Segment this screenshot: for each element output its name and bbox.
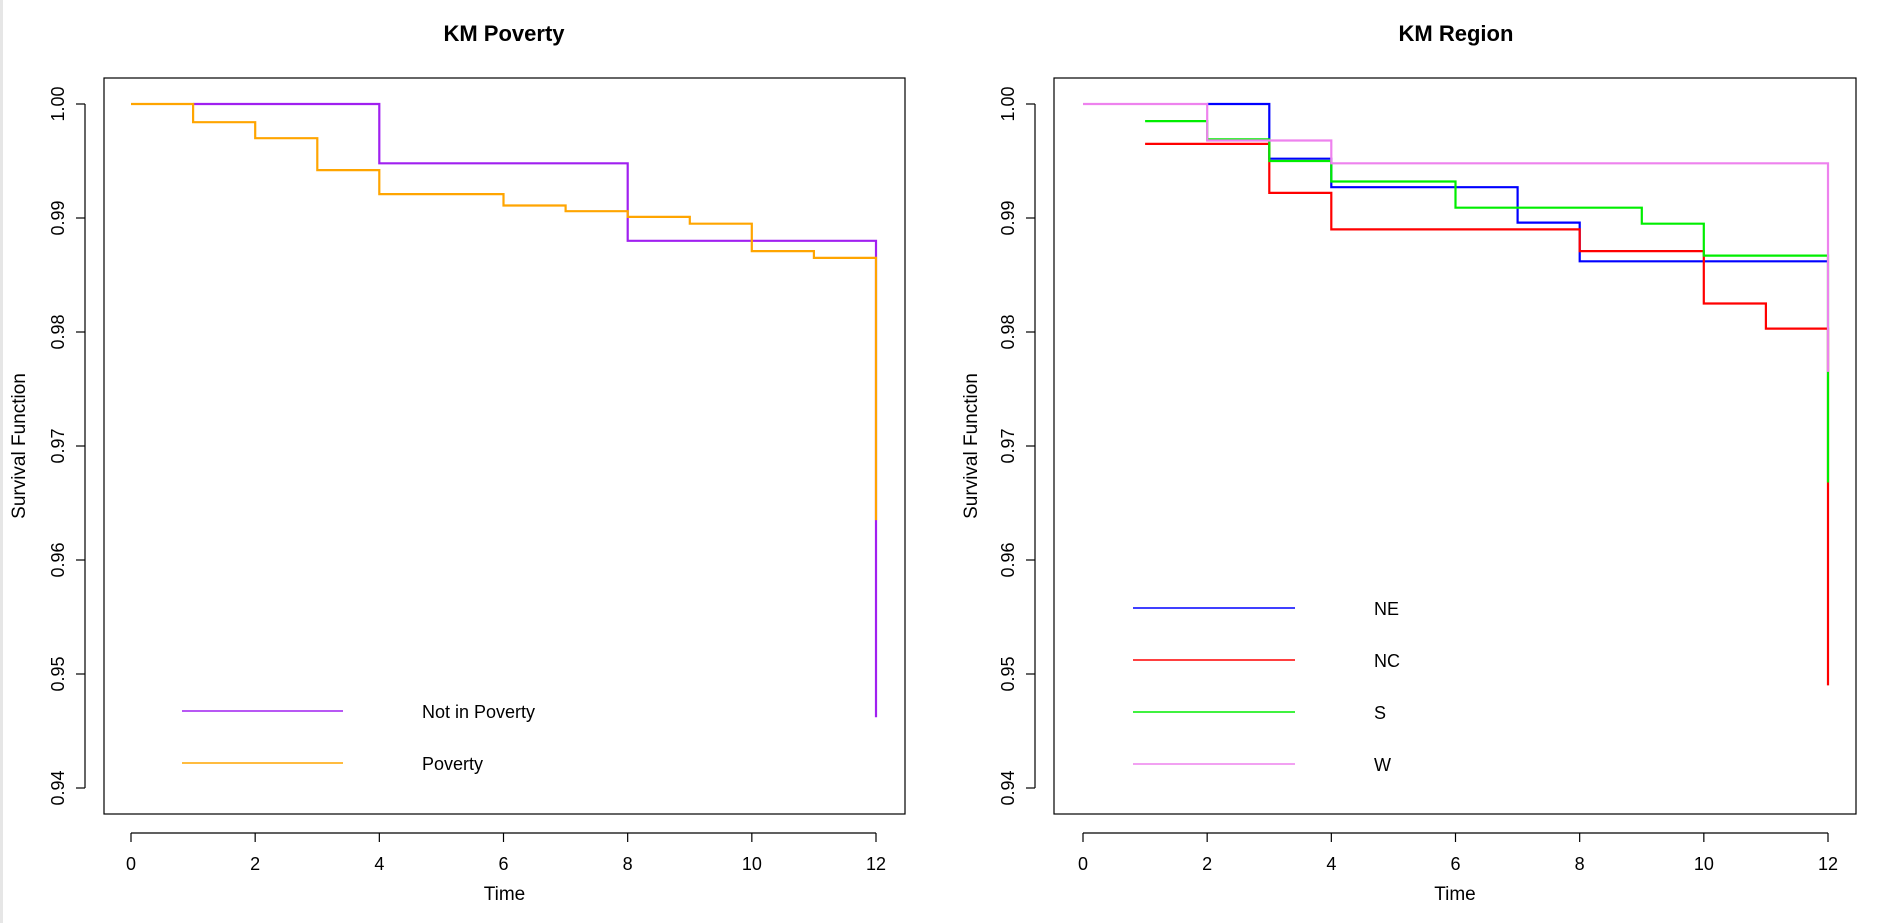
x-tick-label: 0 bbox=[1078, 854, 1088, 874]
legend-label: NC bbox=[1374, 651, 1400, 671]
chart-panel-1: KM Poverty 0 2 4 6 8 10 12 Time 0.94 0.95 0.96 0.97 0… bbox=[9, 21, 906, 905]
x-axis-label: Time bbox=[1434, 884, 1476, 905]
x-tick-label: 8 bbox=[1575, 854, 1585, 874]
y-tick-label: 0.96 bbox=[998, 542, 1018, 577]
series-line-w bbox=[1083, 102, 1830, 372]
legend-label: Poverty bbox=[422, 754, 483, 774]
y-axis-label: Survival Function bbox=[961, 373, 982, 519]
y-tick-label: 0.96 bbox=[48, 542, 68, 577]
legend-label: W bbox=[1374, 755, 1391, 775]
x-tick-label: 12 bbox=[866, 854, 886, 874]
y-tick-label: 0.94 bbox=[48, 770, 68, 805]
x-tick-label: 0 bbox=[126, 854, 136, 874]
x-axis-label: Time bbox=[484, 884, 526, 905]
x-tick-label: 2 bbox=[1202, 854, 1212, 874]
x-tick-label: 10 bbox=[742, 854, 762, 874]
legend-label: Not in Poverty bbox=[422, 702, 535, 722]
chart-title: KM Poverty bbox=[443, 21, 565, 46]
x-tick-label: 8 bbox=[623, 854, 633, 874]
y-axis-label: Survival Function bbox=[9, 373, 30, 519]
y-tick-label: 0.98 bbox=[48, 314, 68, 349]
plot-frame bbox=[103, 77, 906, 815]
y-tick-label: 1.00 bbox=[48, 86, 68, 121]
y-tick-label: 0.97 bbox=[48, 428, 68, 463]
series-line-not-in-poverty bbox=[193, 102, 878, 718]
chart-title: KM Region bbox=[1399, 21, 1514, 46]
x-tick-label: 6 bbox=[1450, 854, 1460, 874]
series-line-nc bbox=[1145, 142, 1830, 686]
x-tick-label: 6 bbox=[498, 854, 508, 874]
x-tick-label: 4 bbox=[1326, 854, 1336, 874]
series-line-ne bbox=[1207, 102, 1828, 263]
y-tick-label: 0.99 bbox=[998, 200, 1018, 235]
legend-label: NE bbox=[1374, 599, 1399, 619]
y-tick-label: 0.95 bbox=[998, 656, 1018, 691]
series-line-poverty bbox=[131, 102, 878, 521]
x-tick-label: 2 bbox=[250, 854, 260, 874]
y-tick-label: 0.95 bbox=[48, 656, 68, 691]
y-tick-label: 0.99 bbox=[48, 200, 68, 235]
y-tick-label: 1.00 bbox=[998, 86, 1018, 121]
chart-panel-2: KM Region 0 2 4 6 8 10 12 Time 0.94 0.95 0.96 0.97 0.… bbox=[961, 21, 1857, 905]
y-tick-label: 0.94 bbox=[998, 770, 1018, 805]
legend-label: S bbox=[1374, 703, 1386, 723]
series-line-s bbox=[1145, 120, 1830, 483]
x-tick-label: 10 bbox=[1694, 854, 1714, 874]
y-tick-label: 0.98 bbox=[998, 314, 1018, 349]
x-tick-label: 12 bbox=[1818, 854, 1838, 874]
y-tick-label: 0.97 bbox=[998, 428, 1018, 463]
window-edge bbox=[0, 0, 3, 923]
x-tick-label: 4 bbox=[374, 854, 384, 874]
plot-frame bbox=[1053, 77, 1857, 815]
